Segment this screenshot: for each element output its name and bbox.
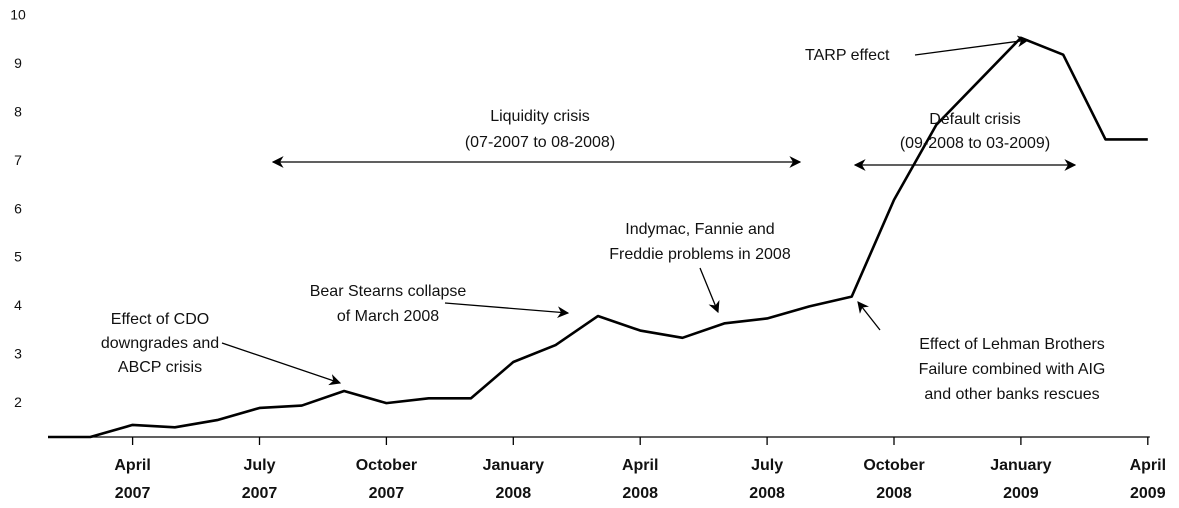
annotation-line: and other banks rescues — [924, 386, 1099, 403]
annotation-line: TARP effect — [805, 47, 890, 64]
x-tick-label-line: January — [483, 457, 544, 474]
y-tick-label: 10 — [10, 7, 26, 23]
x-tick-label: July 2008 — [749, 457, 785, 502]
annotation-line: Liquidity crisis — [490, 108, 590, 125]
annotation: Effect of Lehman Brothers Failure combine… — [919, 336, 1106, 403]
x-tick-label-line: 2007 — [369, 485, 405, 502]
x-tick-label-line: October — [863, 457, 924, 474]
data-line — [48, 36, 1148, 439]
annotation-line: (09-2008 to 03-2009) — [900, 135, 1050, 152]
x-tick-label-line: 2007 — [242, 485, 278, 502]
y-tick-label: 3 — [14, 345, 22, 361]
annotation-line: ABCP crisis — [118, 359, 202, 376]
annotation-line: Effect of Lehman Brothers — [919, 336, 1105, 353]
arrow — [914, 35, 1030, 56]
annotation: TARP effect — [805, 47, 890, 64]
y-tick-label: 6 — [14, 200, 22, 216]
x-tick-label-line: 2009 — [1130, 485, 1166, 502]
annotation-line: Failure combined with AIG — [919, 361, 1106, 378]
x-tick-label-line: 2008 — [622, 485, 658, 502]
arrow — [857, 301, 881, 331]
annotation: Liquidity crisis (07-2007 to 08-2008) — [465, 108, 615, 151]
x-tick-label-line: 2008 — [749, 485, 785, 502]
x-tick-label-line: 2008 — [496, 485, 532, 502]
annotation-line: of March 2008 — [337, 308, 439, 325]
x-tick-label: January 2009 — [990, 457, 1051, 502]
y-tick-label: 5 — [14, 249, 22, 265]
annotation: Indymac, Fannie and Freddie problems in 2… — [609, 221, 791, 263]
x-tick-label-line: 2009 — [1003, 485, 1039, 502]
x-tick-label: April 2009 — [1130, 457, 1166, 502]
arrow — [221, 342, 342, 386]
x-tick-label: July 2007 — [242, 457, 278, 502]
annotation: Effect of CDO downgrades and ABCP crisis — [101, 311, 219, 376]
annotation-line: Bear Stearns collapse — [310, 283, 467, 300]
annotation: Default crisis (09-2008 to 03-2009) — [900, 111, 1050, 152]
arrow — [699, 267, 720, 314]
x-tick-label: April 2008 — [622, 457, 658, 502]
x-tick-label: October 2007 — [356, 457, 417, 502]
y-tick-label: 4 — [14, 297, 22, 313]
x-tick-label-line: April — [1130, 457, 1166, 474]
y-tick-label: 9 — [14, 55, 22, 71]
x-tick-label-line: January — [990, 457, 1051, 474]
annotation-line: Indymac, Fannie and — [625, 221, 774, 238]
arrow — [444, 302, 570, 318]
x-tick-label-line: 2008 — [876, 485, 912, 502]
x-tick-label: October 2008 — [863, 457, 924, 502]
x-tick-label-line: July — [243, 457, 275, 474]
x-tick-label: April 2007 — [114, 457, 150, 502]
x-tick-label-line: October — [356, 457, 417, 474]
annotation-line: downgrades and — [101, 335, 219, 352]
y-tick-label: 8 — [14, 103, 22, 119]
annotation: Bear Stearns collapse of March 2008 — [310, 283, 467, 325]
annotation-arrows — [221, 35, 1077, 386]
annotation-line: (07-2007 to 08-2008) — [465, 134, 615, 151]
x-tick-label-line: April — [114, 457, 150, 474]
annotation-line: Effect of CDO — [111, 311, 209, 328]
x-tick-label-line: April — [622, 457, 658, 474]
x-tick-label-line: July — [751, 457, 783, 474]
annotation-line: Freddie problems in 2008 — [609, 246, 791, 263]
x-tick-label: January 2008 — [483, 457, 544, 502]
y-tick-label: 7 — [14, 152, 22, 168]
y-tick-label: 2 — [14, 394, 22, 410]
x-tick-label-line: 2007 — [115, 485, 151, 502]
annotation-line: Default crisis — [929, 111, 1021, 128]
